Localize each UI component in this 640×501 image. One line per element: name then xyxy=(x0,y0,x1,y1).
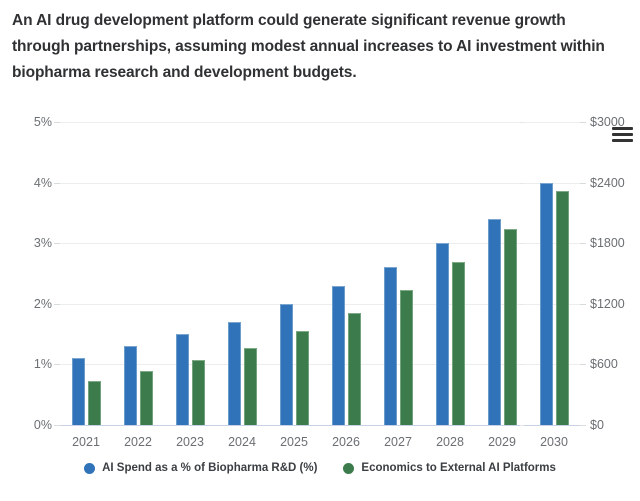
bar-economics-external-platforms[interactable] xyxy=(451,261,465,425)
legend-item-ai-spend-percent[interactable]: AI Spend as a % of Biopharma R&D (%) xyxy=(84,462,317,474)
hamburger-line xyxy=(612,133,633,136)
x-axis-label: 2024 xyxy=(228,435,256,449)
hamburger-line xyxy=(612,127,633,130)
y-axis-right-label: $1800 xyxy=(590,236,625,251)
minor-tick xyxy=(520,122,524,123)
bar-economics-external-platforms[interactable] xyxy=(139,370,153,425)
x-axis-label: 2023 xyxy=(176,435,204,449)
y-axis-right-tick xyxy=(580,425,586,426)
bar-economics-external-platforms[interactable] xyxy=(191,359,205,425)
bar-economics-external-platforms[interactable] xyxy=(399,289,413,425)
x-axis-label: 2021 xyxy=(72,435,100,449)
chart-legend: AI Spend as a % of Biopharma R&D (%) Econ… xyxy=(0,462,640,474)
y-axis-left-label: 4% xyxy=(33,175,52,190)
gridline xyxy=(60,364,580,366)
y-axis-left-label: 1% xyxy=(33,357,52,372)
x-axis-label: 2022 xyxy=(124,435,152,449)
legend-label: Economics to External AI Platforms xyxy=(361,462,556,474)
bar-economics-external-platforms[interactable] xyxy=(555,190,569,425)
y-axis-right-tick xyxy=(580,364,586,366)
bar-ai-spend-percent[interactable] xyxy=(123,346,137,425)
hamburger-line xyxy=(612,139,633,142)
bar-economics-external-platforms[interactable] xyxy=(347,312,361,425)
bar-economics-external-platforms[interactable] xyxy=(503,229,517,425)
bar-ai-spend-percent[interactable] xyxy=(331,285,345,425)
y-axis-left-label: 3% xyxy=(33,236,52,251)
x-axis-label: 2028 xyxy=(436,435,464,449)
y-axis-right-tick xyxy=(580,243,586,245)
bar-economics-external-platforms[interactable] xyxy=(295,331,309,425)
bar-ai-spend-percent[interactable] xyxy=(383,267,397,425)
minor-tick xyxy=(520,243,524,245)
y-axis-left-tick xyxy=(54,122,60,123)
legend-marker-circle-icon xyxy=(343,462,355,474)
y-axis-left-tick xyxy=(54,303,60,305)
y-axis-left-label: 0% xyxy=(33,418,52,432)
minor-tick xyxy=(520,182,524,184)
bar-ai-spend-percent[interactable] xyxy=(175,334,189,425)
legend-item-economics-external-platforms[interactable]: Economics to External AI Platforms xyxy=(343,462,556,474)
bar-economics-external-platforms[interactable] xyxy=(243,347,257,425)
x-axis-label: 2030 xyxy=(540,435,568,449)
y-axis-right-label: $1200 xyxy=(590,296,625,311)
x-axis-label: 2026 xyxy=(332,435,360,449)
gridline xyxy=(60,243,580,245)
x-axis-label: 2029 xyxy=(488,435,516,449)
x-axis-label: 2025 xyxy=(280,435,308,449)
y-axis-left-tick xyxy=(54,182,60,184)
hamburger-menu-icon[interactable] xyxy=(612,126,633,143)
bar-ai-spend-percent[interactable] xyxy=(435,243,449,425)
plot-area xyxy=(54,122,586,426)
y-axis-right-tick xyxy=(580,182,586,184)
bar-ai-spend-percent[interactable] xyxy=(487,218,501,425)
bar-ai-spend-percent[interactable] xyxy=(71,358,85,425)
y-axis-left-label: 5% xyxy=(33,115,52,129)
minor-tick xyxy=(520,364,524,366)
y-axis-right-label: $0 xyxy=(590,418,604,432)
bar-ai-spend-percent[interactable] xyxy=(539,182,553,425)
y-axis-right-label: $2400 xyxy=(590,175,625,190)
y-axis-left-label: 2% xyxy=(33,296,52,311)
legend-marker-circle-icon xyxy=(84,462,96,474)
legend-label: AI Spend as a % of Biopharma R&D (%) xyxy=(102,462,318,474)
y-axis-left-tick xyxy=(54,425,60,426)
minor-tick xyxy=(520,425,524,426)
gridline xyxy=(60,303,580,305)
y-axis-right-label: $3000 xyxy=(590,115,625,129)
y-axis-left-tick xyxy=(54,243,60,245)
y-axis-right-tick xyxy=(580,122,586,123)
y-axis-left-tick xyxy=(54,364,60,366)
bar-ai-spend-percent[interactable] xyxy=(227,321,241,425)
gridline xyxy=(60,122,580,123)
gridline xyxy=(60,182,580,184)
y-axis-right-label: $600 xyxy=(590,357,618,372)
bar-economics-external-platforms[interactable] xyxy=(87,380,101,425)
bar-ai-spend-percent[interactable] xyxy=(279,303,293,425)
minor-tick xyxy=(520,303,524,305)
chart-title: An AI drug development platform could ge… xyxy=(12,12,605,81)
axis-baseline xyxy=(60,425,580,426)
y-axis-right-tick xyxy=(580,303,586,305)
x-axis-label: 2027 xyxy=(384,435,412,449)
